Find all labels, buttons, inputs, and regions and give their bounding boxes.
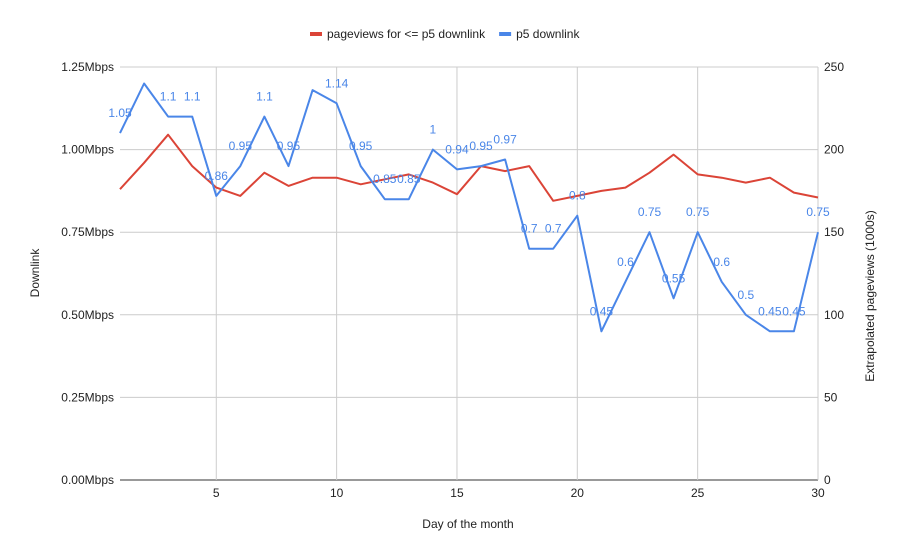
right-axis-tick-label: 0 [824, 473, 831, 487]
data-label: 1.1 [256, 90, 273, 104]
x-axis-tick-label: 20 [571, 486, 585, 500]
data-label: 0.85 [397, 172, 421, 186]
right-axis-title: Extrapolated pageviews (1000s) [863, 210, 877, 381]
data-label: 0.45 [782, 304, 806, 318]
x-axis-ticks: 5 10 15 20 25 30 [213, 486, 825, 500]
left-axis-tick-label: 1.25Mbps [61, 60, 114, 74]
data-label: 0.85 [373, 172, 397, 186]
data-label: 0.75 [806, 205, 830, 219]
data-label: 1.05 [108, 106, 132, 120]
left-axis-title: Downlink [28, 248, 42, 298]
data-label: 0.95 [349, 139, 373, 153]
legend-label: pageviews for <= p5 downlink [327, 27, 486, 41]
gridlines [120, 66, 819, 481]
p5-downlink-line [119, 82, 819, 333]
data-label: 1.1 [160, 90, 177, 104]
x-axis-title: Day of the month [422, 517, 513, 531]
right-axis-tick-label: 100 [824, 308, 844, 322]
data-label: 0.97 [493, 133, 517, 147]
left-axis-tick-label: 0.25Mbps [61, 390, 114, 404]
legend-swatch [499, 32, 512, 36]
right-axis-tick-label: 200 [824, 143, 844, 157]
data-label: 0.7 [521, 222, 538, 236]
data-label: 0.94 [445, 142, 469, 156]
left-axis-tick-label: 0.75Mbps [61, 225, 114, 239]
data-label: 0.86 [205, 169, 229, 183]
x-axis-tick-label: 30 [811, 486, 825, 500]
data-label: 0.95 [229, 139, 253, 153]
data-label: 0.45 [590, 304, 614, 318]
left-axis-ticks: 0.00Mbps 0.25Mbps 0.50Mbps 0.75Mbps 1.00Mbps… [61, 60, 114, 487]
legend-swatch [310, 32, 322, 36]
left-axis-tick-label: 1.00Mbps [61, 143, 114, 157]
right-axis-tick-label: 150 [824, 225, 844, 239]
data-label: 0.6 [617, 255, 634, 269]
data-label: 0.95 [469, 139, 493, 153]
data-label: 1.1 [184, 90, 201, 104]
data-label: 0.5 [737, 288, 754, 302]
data-label: 0.6 [713, 255, 730, 269]
data-label: 0.45 [758, 304, 782, 318]
data-label: 1.14 [325, 76, 349, 90]
data-label: 0.95 [277, 139, 301, 153]
x-axis-tick-label: 5 [213, 486, 220, 500]
series-lines [119, 82, 819, 333]
legend-label: p5 downlink [516, 27, 580, 41]
data-label: 0.75 [686, 205, 710, 219]
data-label: 1 [430, 123, 437, 137]
data-label: 0.8 [569, 189, 586, 203]
data-label: 0.55 [662, 271, 686, 285]
data-label: 0.75 [638, 205, 662, 219]
legend: pageviews for <= p5 downlink p5 downlink [310, 27, 580, 41]
x-axis-tick-label: 10 [330, 486, 344, 500]
right-axis-tick-label: 50 [824, 390, 838, 404]
pageviews-line [119, 133, 819, 202]
right-axis-ticks: 0 50 100 150 200 250 [824, 60, 844, 487]
left-axis-tick-label: 0.50Mbps [61, 308, 114, 322]
data-label: 0.7 [545, 222, 562, 236]
data-labels: 1.051.1 1.10.860.951.10.951.140.950.85 0.8… [108, 76, 830, 318]
x-axis-tick-label: 25 [691, 486, 705, 500]
right-axis-tick-label: 250 [824, 60, 844, 74]
left-axis-tick-label: 0.00Mbps [61, 473, 114, 487]
x-axis-tick-label: 15 [450, 486, 464, 500]
